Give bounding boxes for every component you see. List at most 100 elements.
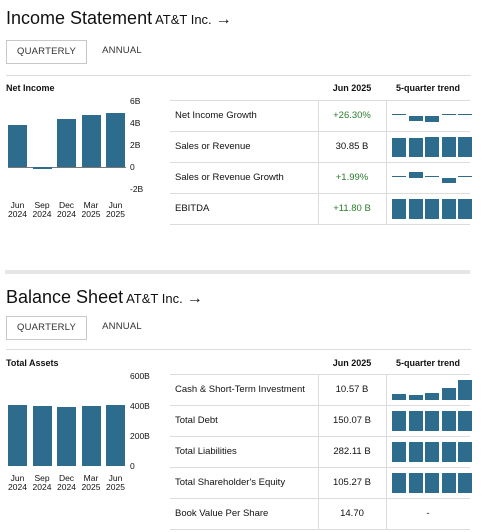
x-tick-month: Sep: [34, 200, 50, 210]
divider: [6, 75, 471, 76]
trend-bar: [408, 115, 423, 121]
trend-bar: [458, 137, 473, 157]
row-divider: [170, 100, 470, 101]
tab-annual[interactable]: ANNUAL: [102, 321, 142, 332]
y-tick-label: 600B: [130, 371, 150, 381]
y-tick-label: 4B: [130, 118, 141, 128]
row-label: EBITDA: [175, 202, 210, 214]
x-tick-year: 2025: [81, 482, 101, 492]
trend-bar: [425, 137, 440, 157]
row-value: 150.07 B: [332, 414, 372, 426]
bar-0[interactable]: [8, 405, 27, 466]
x-tick-month: Jun: [10, 200, 25, 210]
trend-bar: [425, 473, 440, 493]
y-tick-label: 400B: [130, 401, 150, 411]
row-value: 282.11 B: [333, 445, 371, 457]
bar-0[interactable]: [8, 125, 27, 167]
net-income-chart-title: Net Income: [6, 83, 55, 93]
trend-bar: [408, 172, 423, 178]
col-divider: [386, 405, 387, 436]
row-value: +1.99%: [335, 171, 369, 183]
x-tick-year: 2024: [32, 209, 52, 219]
bar-3[interactable]: [81, 115, 101, 167]
x-tick-label: Sep 2024: [29, 474, 55, 492]
trend-bar: [441, 199, 456, 219]
trend-bar: [425, 392, 440, 400]
x-tick-label: Jun 2024: [5, 201, 31, 219]
trend-bar: [441, 473, 456, 493]
x-tick-label: Dec 2024: [54, 474, 80, 492]
col-divider: [386, 436, 387, 467]
x-tick-label: Jun 2025: [103, 201, 129, 219]
tab-quarterly[interactable]: QUARTERLY: [6, 40, 87, 64]
y-tick-label: 200B: [130, 431, 150, 441]
row-value: 30.85 B: [335, 140, 369, 152]
row-label: Total Shareholder's Equity: [175, 476, 286, 488]
col-divider: [386, 131, 387, 162]
col-divider: [318, 498, 319, 529]
total-assets-chart-title: Total Assets: [6, 358, 59, 368]
y-tick-label: -2B: [130, 184, 144, 194]
y-tick-label: 2B: [130, 140, 141, 150]
x-tick-year: 2025: [81, 209, 101, 219]
col-divider: [318, 405, 319, 436]
row-divider: [170, 405, 470, 406]
trend-bar: [441, 442, 456, 462]
trend-bar: [425, 115, 440, 122]
x-tick-label: Dec 2024: [54, 201, 80, 219]
income-statement-title[interactable]: Income Statement AT&T Inc. →: [6, 8, 232, 29]
trend-bar: [458, 411, 473, 431]
row-divider: [170, 162, 470, 163]
x-tick-month: Jun: [108, 473, 123, 483]
bar-1[interactable]: [32, 406, 52, 466]
row-divider: [170, 131, 470, 132]
trend-bar: [408, 442, 423, 462]
x-tick-year: 2024: [57, 482, 76, 492]
y-tick-label: 0: [130, 461, 135, 471]
col-divider: [318, 131, 319, 162]
col-divider: [386, 374, 387, 405]
tab-quarterly[interactable]: QUARTERLY: [6, 316, 87, 340]
company-name: AT&T Inc.: [126, 291, 183, 306]
section-title-text: Balance Sheet: [6, 287, 124, 307]
trend-bar: [408, 473, 423, 493]
trend-bar: [392, 113, 406, 115]
trend-bar: [458, 199, 473, 219]
trend-bar: [425, 442, 440, 462]
trend-bar: [458, 473, 473, 493]
section-title-text: Income Statement: [6, 8, 153, 28]
balance-sheet-title[interactable]: Balance Sheet AT&T Inc. →: [6, 287, 203, 308]
col-divider: [318, 100, 319, 131]
x-tick-month: Jun: [108, 200, 123, 210]
col-divider: [386, 162, 387, 193]
x-tick-month: Mar: [83, 473, 99, 483]
section-separator: [5, 270, 470, 274]
row-label: Total Debt: [175, 414, 218, 426]
bar-2[interactable]: [57, 406, 76, 466]
row-divider: [170, 193, 470, 194]
x-tick-month: Sep: [34, 473, 50, 483]
tab-annual[interactable]: ANNUAL: [102, 45, 142, 56]
trend-bar: [392, 175, 406, 177]
bar-2[interactable]: [57, 118, 76, 167]
trend-bar: [458, 442, 473, 462]
column-header-trend: 5-quarter trend: [395, 358, 460, 368]
column-header-period: Jun 2025: [332, 358, 372, 368]
balance-sheet-section: Balance Sheet AT&T Inc. → QUARTERLY ANNUAL…: [0, 275, 484, 532]
trend-bar: [392, 442, 406, 462]
trend-bar: [458, 380, 473, 400]
bar-4[interactable]: [106, 113, 125, 167]
x-tick-month: Dec: [58, 200, 75, 210]
x-tick-year: 2024: [8, 482, 27, 492]
arrow-right-icon[interactable]: →: [215, 11, 232, 28]
bar-4[interactable]: [106, 404, 125, 466]
x-tick-label: Sep 2024: [29, 201, 55, 219]
x-tick-month: Jun: [10, 473, 25, 483]
trend-bar: [392, 138, 406, 157]
trend-bar: [392, 473, 406, 493]
arrow-right-icon[interactable]: →: [186, 290, 203, 307]
trend-bar: [408, 394, 423, 400]
column-header-period: Jun 2025: [332, 83, 372, 93]
bar-3[interactable]: [81, 405, 101, 466]
bar-1[interactable]: [32, 167, 52, 170]
